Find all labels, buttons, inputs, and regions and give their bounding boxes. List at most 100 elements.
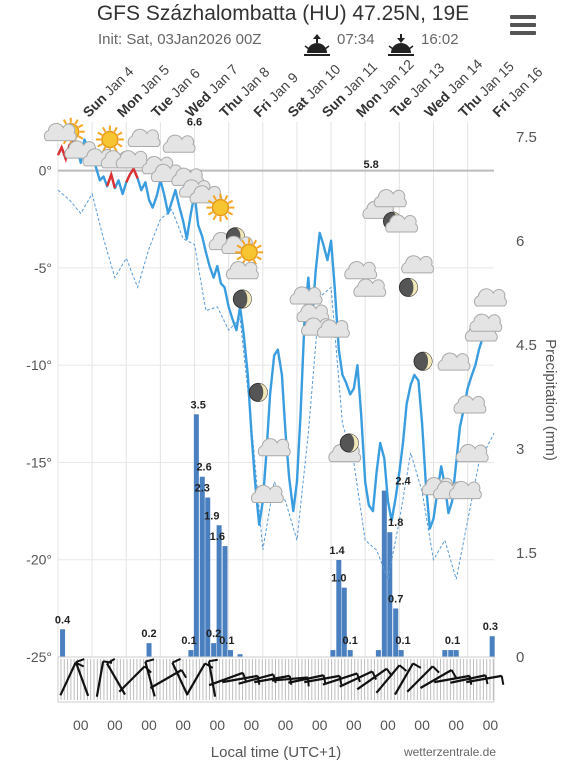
precip-value-label: 2.4: [395, 476, 411, 488]
precip-value-label: 0.1: [181, 635, 196, 647]
cloud-icon: [373, 189, 407, 208]
sun-ray: [252, 259, 258, 265]
wind-barb: [419, 669, 453, 689]
cloud-icon: [257, 438, 291, 457]
x-tick-label: 00: [210, 717, 226, 733]
sun-ray: [252, 239, 258, 246]
cloud-shape: [127, 128, 161, 147]
precip-bar: [205, 497, 211, 657]
sun-ray: [207, 199, 214, 204]
sun-ray: [256, 255, 262, 261]
precip-bar: [60, 629, 66, 657]
cloud-shape: [43, 122, 77, 142]
precip-bar: [336, 559, 342, 657]
x-tick-label: 00: [483, 717, 499, 733]
precip-value-label: 0.1: [343, 635, 358, 647]
wind-barb-flag: [371, 670, 378, 680]
cloud-shape: [373, 189, 407, 208]
sun-ray: [224, 214, 229, 221]
cloud-shape: [251, 484, 284, 503]
wind-barb: [59, 662, 77, 696]
precip-value-label: 2.3: [195, 483, 210, 495]
precip-bar: [448, 650, 454, 657]
precip-bar: [330, 650, 336, 657]
chart-title: GFS Százhalombatta (HU) 47.25N, 19E: [96, 2, 470, 25]
x-tick-label: 00: [414, 717, 430, 733]
precip-value-label: 1.9: [204, 510, 219, 522]
y-right-tick-label: 4.5: [516, 337, 537, 354]
precip-bar: [398, 650, 404, 657]
wind-barb: [186, 662, 206, 696]
cloud-icon: [251, 484, 284, 503]
sun-ray: [117, 143, 123, 148]
cloud-shape: [469, 313, 503, 332]
cloud-icon: [455, 443, 489, 463]
wind-barb: [222, 674, 258, 684]
temperature-value-label: 5.8: [363, 159, 378, 171]
cloud-icon: [469, 313, 503, 332]
precip-bar: [146, 643, 152, 657]
precip-value-label: 0.3: [483, 621, 498, 633]
wind-barb-flag: [432, 665, 440, 674]
sun-ray: [62, 119, 68, 125]
cloud-icon: [474, 288, 507, 307]
precip-value-label: 1.6: [210, 531, 225, 543]
menu-icon[interactable]: [510, 15, 536, 37]
precip-bar: [375, 650, 381, 657]
x-tick-label: 00: [448, 717, 464, 733]
moon-crescent: [349, 434, 359, 452]
y-right-tick-label: 0: [516, 649, 524, 666]
cloud-icon: [43, 122, 77, 142]
wind-barb-flag: [75, 658, 85, 664]
y-right-tick-label: 6: [516, 233, 524, 250]
grid: [57, 122, 494, 658]
wind-barb: [74, 661, 90, 697]
y-left-tick-label: 0°: [39, 163, 52, 179]
sun-ray: [212, 194, 217, 201]
wind-barb: [394, 662, 414, 696]
wind-barb-flag: [412, 662, 422, 669]
precip-bar: [188, 650, 194, 657]
precip-value-label: 2.6: [196, 462, 211, 474]
x-tick-label: 00: [346, 717, 362, 733]
sun-icon: [95, 125, 124, 154]
wind-barb: [434, 674, 470, 684]
y-right-tick-label: 3: [516, 441, 524, 458]
y-left-tick-label: -20°: [26, 552, 52, 568]
precip-bar: [453, 650, 459, 657]
cloud-shape: [385, 214, 419, 233]
precip-bar: [211, 643, 217, 657]
sun-ray: [78, 135, 84, 140]
wind-barb: [238, 673, 274, 685]
wind-barb: [466, 674, 502, 684]
sun-ray: [102, 126, 107, 133]
x-tick-label: 00: [278, 717, 294, 733]
wind-barb-band: [57, 656, 505, 703]
precip-value-label: 0.2: [206, 628, 221, 640]
wind-barb: [288, 674, 324, 684]
cloud-icon: [437, 352, 471, 371]
x-tick-label: 00: [175, 717, 191, 733]
sun-disc: [211, 198, 230, 217]
cloud-shape: [453, 395, 487, 414]
sun-ray: [117, 131, 123, 136]
wind-barb-flag: [241, 672, 247, 682]
x-axis-label: Local time (UTC+1): [211, 744, 341, 761]
temperature-line: [56, 138, 495, 530]
cloud-shape: [353, 278, 387, 297]
wind-barb: [271, 676, 309, 682]
cloud-icon: [353, 278, 387, 297]
precip-bar: [387, 532, 393, 657]
precip-bar: [193, 414, 199, 657]
precip-bar: [237, 654, 243, 657]
precip-value-label: 0.1: [445, 635, 460, 647]
sunset-time: 16:02: [421, 31, 459, 48]
sun-ray: [241, 239, 246, 246]
sunset-icon: [388, 34, 414, 56]
wind-barb-flag: [450, 669, 457, 679]
x-tick-label: 00: [73, 717, 89, 733]
precip-bar: [393, 608, 399, 657]
sun-disc: [101, 130, 119, 149]
precip-value-label: 0.2: [141, 628, 156, 640]
